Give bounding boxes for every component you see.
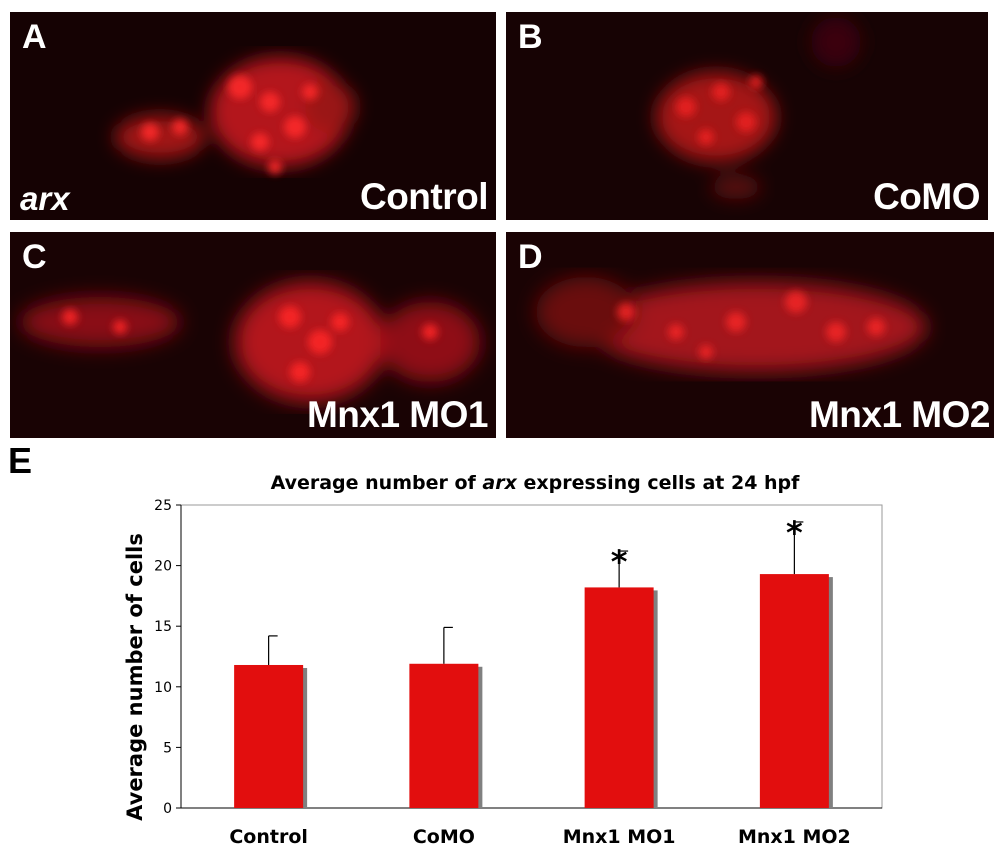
y-tick-label: 5 xyxy=(163,740,172,756)
panel-a-condition-label: Control xyxy=(359,176,489,217)
x-category-label: Control xyxy=(229,826,308,848)
panel-b-letter: B xyxy=(518,18,543,56)
panel-c-letter: C xyxy=(22,238,47,276)
micrograph-mnx1-mo2 xyxy=(506,232,994,438)
panel-b-como-image: B CoMO xyxy=(506,12,988,220)
chart-title-part: expressing cells at 24 hpf xyxy=(517,472,800,494)
panel-a-gene-label: arx xyxy=(20,180,70,217)
bar xyxy=(584,587,654,808)
chart-title: Average number of arx expressing cells a… xyxy=(271,472,801,494)
plot-area: 0 5 10 15 20 25 Control CoMO * Mnx1 MO1 * Mnx1 MO2 xyxy=(154,498,883,848)
panel-d-mnx1-mo2-image: D Mnx1 MO2 xyxy=(506,232,994,438)
panel-d-letter: D xyxy=(518,238,543,276)
panel-c-condition-label: Mnx1 MO1 xyxy=(306,394,489,435)
x-category-label: Mnx1 MO2 xyxy=(738,826,851,848)
y-tick-label: 10 xyxy=(154,680,172,696)
y-tick-label: 15 xyxy=(154,619,172,635)
panel-a-letter: A xyxy=(22,18,47,56)
micrograph-mnx1-mo1 xyxy=(10,232,496,438)
bar xyxy=(234,664,304,808)
significance-asterisk: * xyxy=(611,543,628,581)
x-category-label: Mnx1 MO1 xyxy=(563,826,676,848)
panel-c-mnx1-mo1-image: C Mnx1 MO1 xyxy=(10,232,496,438)
panel-a-control-image: A arx Control xyxy=(10,12,496,220)
chart-title-part: arx xyxy=(482,472,517,494)
x-category-label: CoMO xyxy=(413,826,475,848)
chart-title-part: Average number of xyxy=(271,472,483,494)
y-tick-label: 25 xyxy=(154,498,172,514)
y-axis-label: Average number of cells xyxy=(123,533,147,821)
micrograph-control xyxy=(10,12,496,220)
panel-b-condition-label: CoMO xyxy=(873,176,980,217)
bar xyxy=(759,574,829,808)
arx-cell-count-bar-chart: Average number of arx expressing cells a… xyxy=(123,472,883,848)
panel-e-letter: E xyxy=(8,440,33,481)
y-tick-label: 0 xyxy=(163,801,172,817)
y-tick-label: 20 xyxy=(154,559,172,575)
bar xyxy=(409,663,479,808)
micrograph-como xyxy=(506,12,988,220)
panel-d-condition-label: Mnx1 MO2 xyxy=(808,394,991,435)
significance-asterisk: * xyxy=(786,514,803,552)
